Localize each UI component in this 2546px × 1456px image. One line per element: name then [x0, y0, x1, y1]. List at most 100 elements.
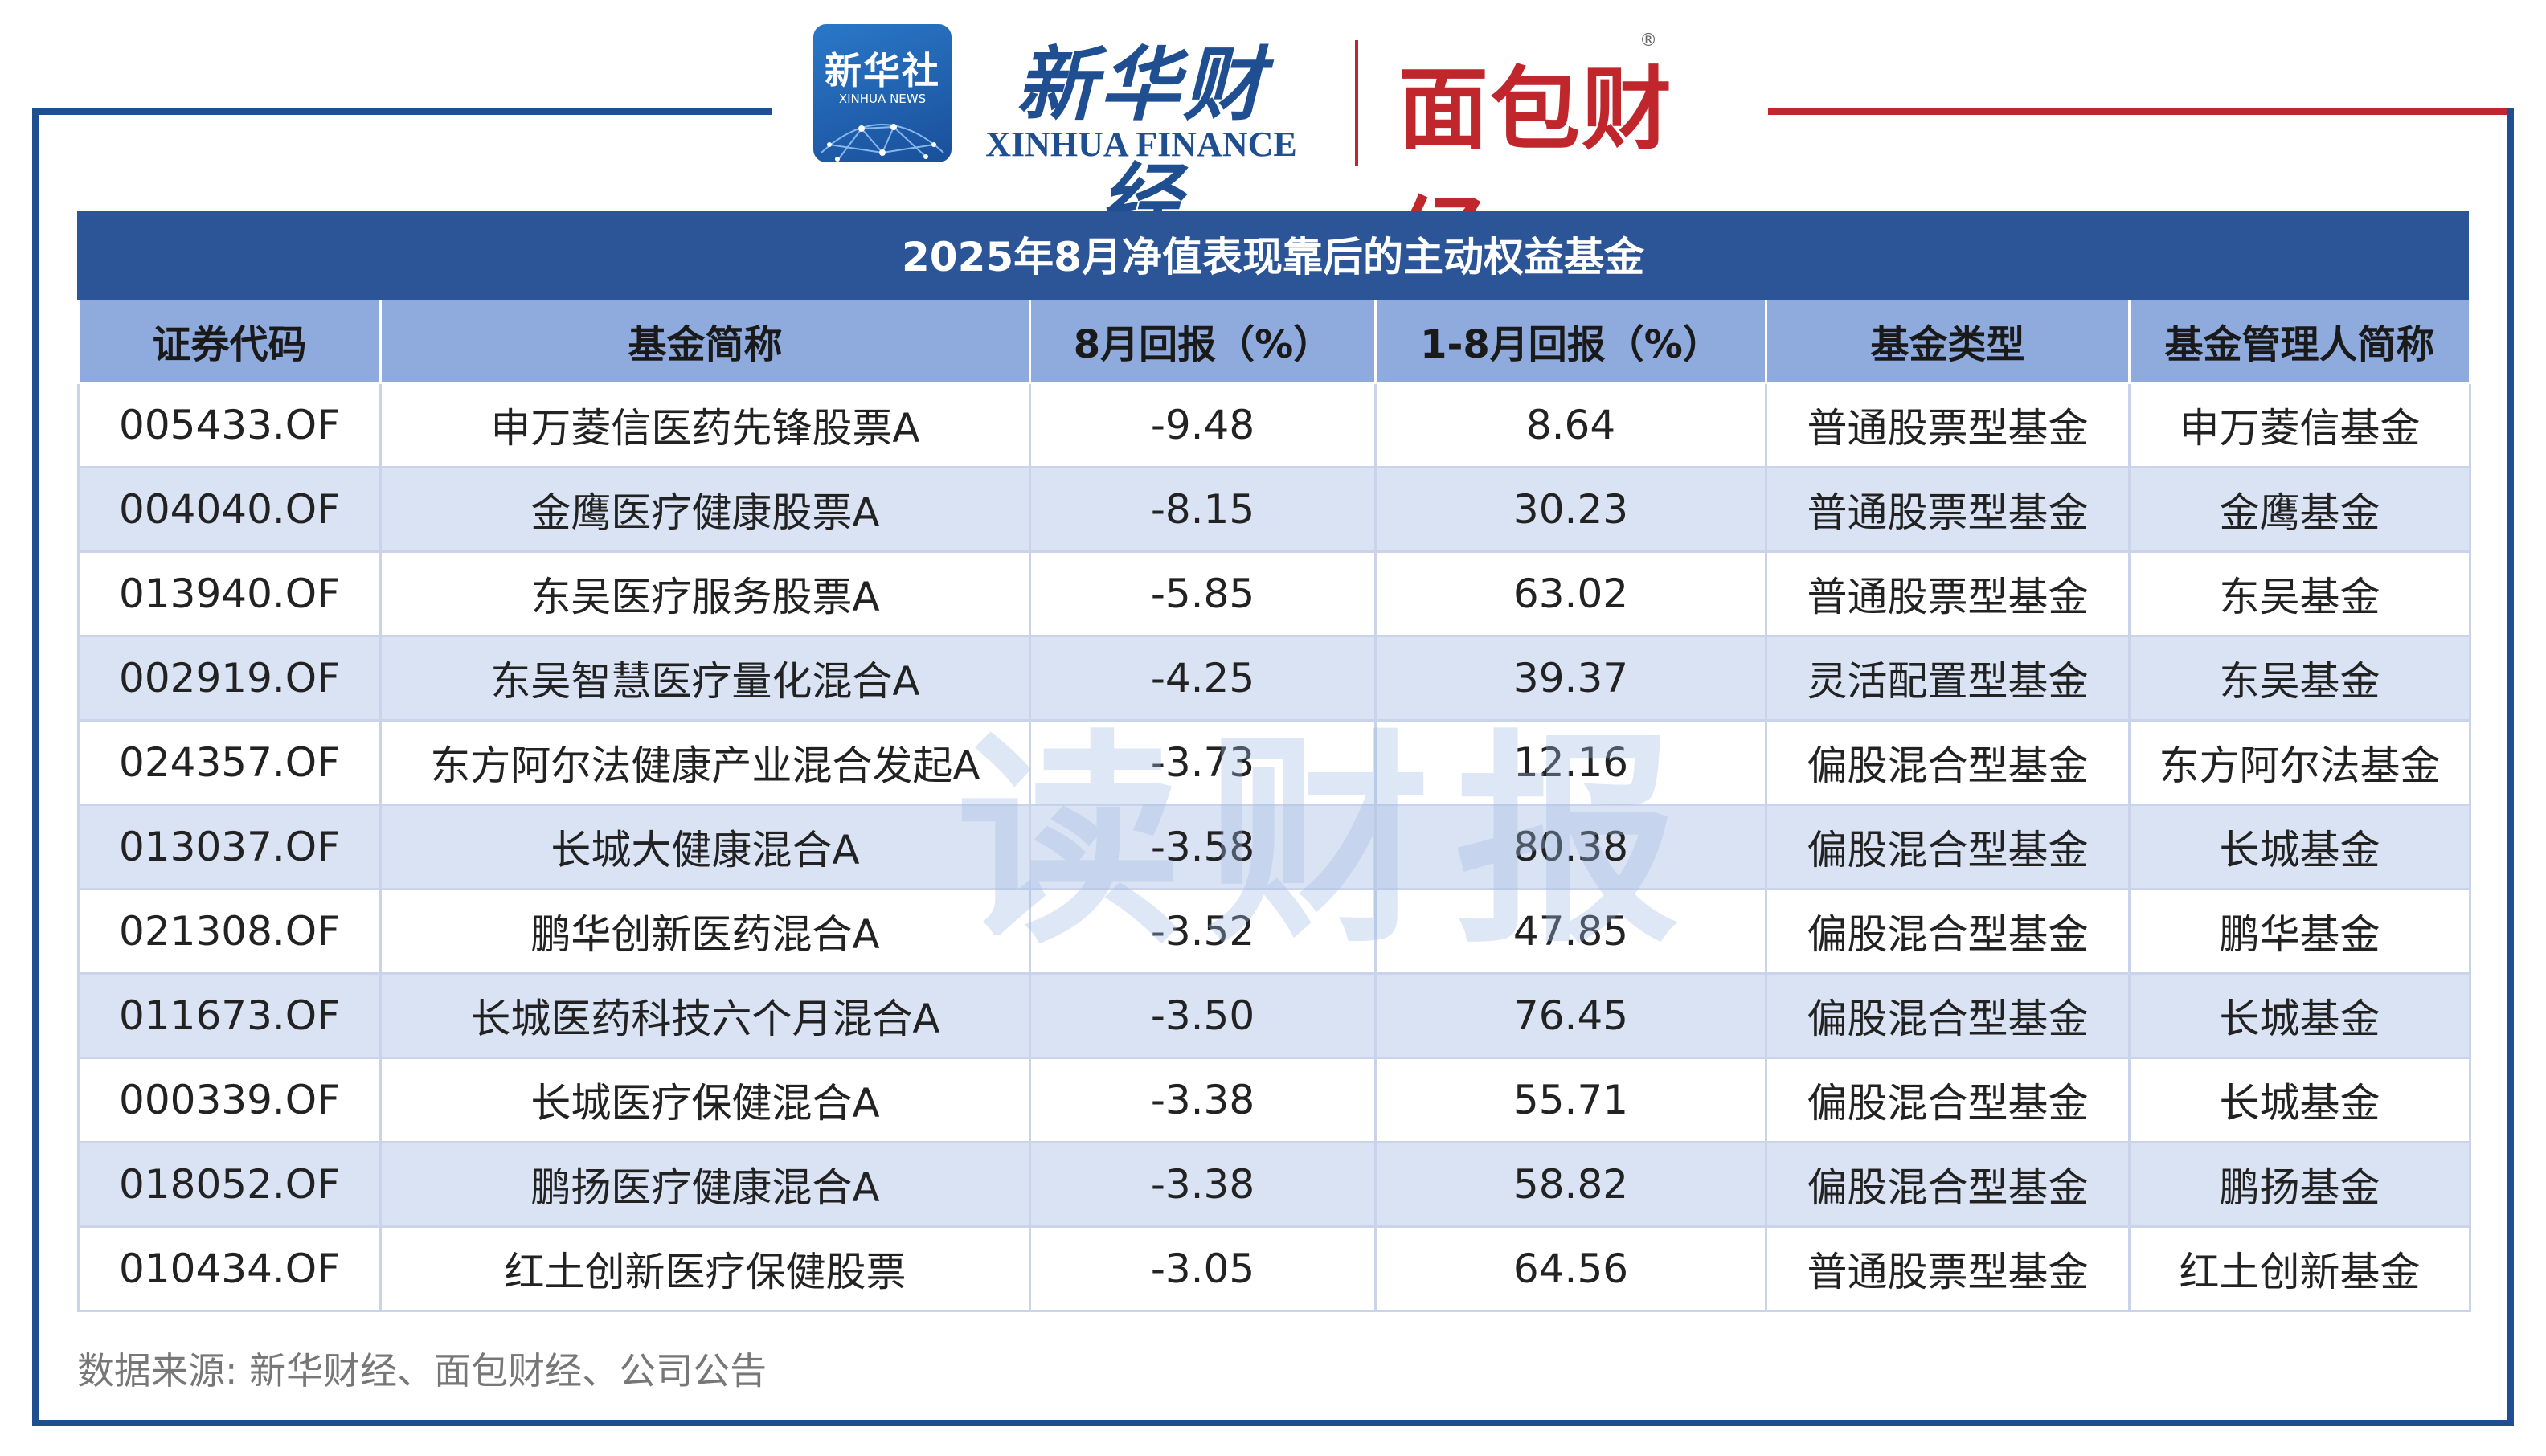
xinhua-badge-en-text: XINHUA NEWS — [838, 92, 927, 106]
table-row: 005433.OF 申万菱信医药先锋股票A -9.48 8.64 普通股票型基金 申万菱信… — [77, 382, 2471, 468]
xinhua-badge-text: 新华社 — [825, 49, 940, 92]
table-cell: 东吴基金 — [2128, 550, 2471, 637]
fund-data-table: 证券代码 基金简称 8月回报（%） 1-8月回报（%） 基金类型 基金管理人简称… — [77, 300, 2471, 1312]
table-cell: 021308.OF — [77, 888, 382, 975]
table-cell: 005433.OF — [77, 382, 382, 468]
table-cell: 013940.OF — [77, 550, 382, 637]
table-cell: 东吴基金 — [2128, 635, 2471, 722]
table-cell: 红土创新基金 — [2128, 1225, 2471, 1312]
table-cell: -8.15 — [1029, 466, 1377, 553]
table-row: 002919.OF 东吴智慧医疗量化混合A -4.25 39.37 灵活配置型基金 东吴基… — [77, 635, 2471, 722]
table-cell: 55.71 — [1374, 1057, 1767, 1143]
table-cell: 长城基金 — [2128, 804, 2471, 890]
table-cell: 47.85 — [1374, 888, 1767, 975]
table-cell: 002919.OF — [77, 635, 382, 722]
table-cell: -3.58 — [1029, 804, 1377, 890]
table-cell: 申万菱信基金 — [2128, 382, 2471, 468]
column-header: 证券代码 — [77, 300, 382, 384]
table-cell: 010434.OF — [77, 1225, 382, 1312]
table-cell: 30.23 — [1374, 466, 1767, 553]
table-cell: -5.85 — [1029, 550, 1377, 637]
table-cell: 鹏华创新医药混合A — [379, 888, 1031, 975]
table-cell: 63.02 — [1374, 550, 1767, 637]
table-cell: 018052.OF — [77, 1141, 382, 1228]
table-row: 011673.OF 长城医药科技六个月混合A -3.50 76.45 偏股混合型基金 长城… — [77, 972, 2471, 1059]
frame-right-border — [2507, 108, 2514, 1426]
table-cell: 申万菱信医药先锋股票A — [379, 382, 1031, 468]
table-cell: -4.25 — [1029, 635, 1377, 722]
table-cell: -3.05 — [1029, 1225, 1377, 1312]
table-cell: 长城基金 — [2128, 1057, 2471, 1143]
frame-bottom-border — [32, 1420, 2514, 1426]
table-cell: 011673.OF — [77, 972, 382, 1059]
column-header: 基金管理人简称 — [2128, 300, 2471, 384]
table-row: 013940.OF 东吴医疗服务股票A -5.85 63.02 普通股票型基金 东吴基金 — [77, 550, 2471, 637]
xinhua-finance-en: XINHUA FINANCE — [985, 125, 1297, 164]
table-cell: -9.48 — [1029, 382, 1377, 468]
table-row: 024357.OF 东方阿尔法健康产业混合发起A -3.73 12.16 偏股混合型基金… — [77, 719, 2471, 806]
table-cell: 灵活配置型基金 — [1765, 635, 2131, 722]
table-cell: 金鹰医疗健康股票A — [379, 466, 1031, 553]
table-cell: 000339.OF — [77, 1057, 382, 1143]
table-cell: 024357.OF — [77, 719, 382, 806]
frame-line-red — [1768, 108, 2514, 115]
table-cell: 58.82 — [1374, 1141, 1767, 1228]
table-row: 010434.OF 红土创新医疗保健股票 -3.05 64.56 普通股票型基金 红土创新… — [77, 1225, 2471, 1312]
table-cell: 长城基金 — [2128, 972, 2471, 1059]
table-cell: 12.16 — [1374, 719, 1767, 806]
table-cell: 长城医疗保健混合A — [379, 1057, 1031, 1143]
column-header: 8月回报（%） — [1029, 300, 1377, 384]
table-cell: 红土创新医疗保健股票 — [379, 1225, 1031, 1312]
table-cell: -3.73 — [1029, 719, 1377, 806]
table-cell: -3.50 — [1029, 972, 1377, 1059]
column-header: 基金类型 — [1765, 300, 2131, 384]
column-header: 1-8月回报（%） — [1374, 300, 1767, 384]
table-row: 000339.OF 长城医疗保健混合A -3.38 55.71 偏股混合型基金 长城基金 — [77, 1057, 2471, 1143]
table-cell: 偏股混合型基金 — [1765, 804, 2131, 890]
frame-line-blue — [32, 108, 772, 115]
network-globe-icon — [821, 124, 944, 162]
table-row: 021308.OF 鹏华创新医药混合A -3.52 47.85 偏股混合型基金 鹏华基金 — [77, 888, 2471, 975]
table-cell: 8.64 — [1374, 382, 1767, 468]
table-cell: 普通股票型基金 — [1765, 550, 2131, 637]
table-cell: 004040.OF — [77, 466, 382, 553]
column-header: 基金简称 — [379, 300, 1031, 384]
table-cell: 偏股混合型基金 — [1765, 1057, 2131, 1143]
table-header-row: 证券代码 基金简称 8月回报（%） 1-8月回报（%） 基金类型 基金管理人简称 — [77, 300, 2471, 384]
table-title: 2025年8月净值表现靠后的主动权益基金 — [77, 211, 2469, 300]
table-cell: 偏股混合型基金 — [1765, 888, 2131, 975]
table-cell: 76.45 — [1374, 972, 1767, 1059]
table-cell: 39.37 — [1374, 635, 1767, 722]
table-cell: 鹏华基金 — [2128, 888, 2471, 975]
xinhua-news-logo: 新华社 XINHUA NEWS — [813, 24, 952, 162]
logo-divider — [1355, 40, 1358, 166]
table-cell: 偏股混合型基金 — [1765, 719, 2131, 806]
table-cell: 东吴智慧医疗量化混合A — [379, 635, 1031, 722]
table-cell: 偏股混合型基金 — [1765, 1141, 2131, 1228]
table-cell: 普通股票型基金 — [1765, 466, 2131, 553]
table-cell: 长城大健康混合A — [379, 804, 1031, 890]
table-cell: 64.56 — [1374, 1225, 1767, 1312]
table-cell: 东方阿尔法健康产业混合发起A — [379, 719, 1031, 806]
table-cell: 鹏扬医疗健康混合A — [379, 1141, 1031, 1228]
frame-left-border — [32, 108, 39, 1426]
table-cell: 013037.OF — [77, 804, 382, 890]
table-cell: 长城医药科技六个月混合A — [379, 972, 1031, 1059]
table-cell: -3.38 — [1029, 1141, 1377, 1228]
table-cell: -3.52 — [1029, 888, 1377, 975]
table-cell: 东吴医疗服务股票A — [379, 550, 1031, 637]
table-cell: 普通股票型基金 — [1765, 1225, 2131, 1312]
registered-mark: ® — [1639, 31, 1657, 51]
table-cell: 金鹰基金 — [2128, 466, 2471, 553]
table-cell: -3.38 — [1029, 1057, 1377, 1143]
table-cell: 普通股票型基金 — [1765, 382, 2131, 468]
data-source-note: 数据来源: 新华财经、面包财经、公司公告 — [77, 1349, 767, 1393]
table-cell: 鹏扬基金 — [2128, 1141, 2471, 1228]
table-row: 004040.OF 金鹰医疗健康股票A -8.15 30.23 普通股票型基金 金鹰基金 — [77, 466, 2471, 553]
fund-table: 2025年8月净值表现靠后的主动权益基金 证券代码 基金简称 8月回报（%） 1… — [77, 211, 2471, 1312]
mianbao-finance-logo: 面包财经 ® — [1398, 31, 1752, 292]
xinhua-finance-logo: 新华财经 XINHUA FINANCE — [980, 19, 1302, 248]
table-cell: 东方阿尔法基金 — [2128, 719, 2471, 806]
table-row: 013037.OF 长城大健康混合A -3.58 80.38 偏股混合型基金 长城基金 — [77, 804, 2471, 890]
table-cell: 80.38 — [1374, 804, 1767, 890]
